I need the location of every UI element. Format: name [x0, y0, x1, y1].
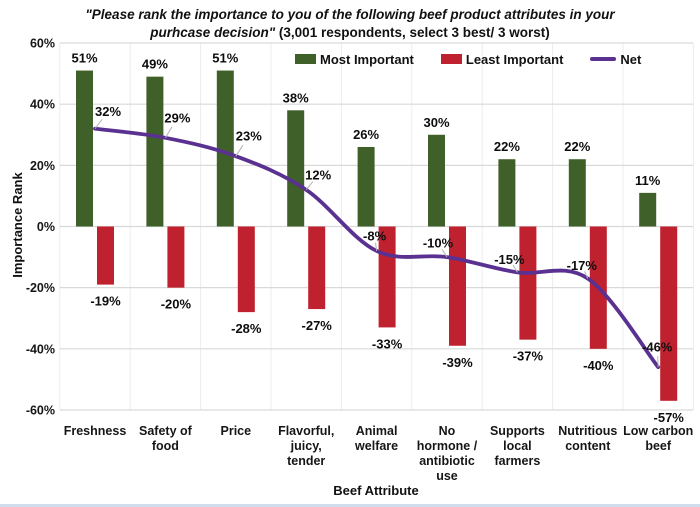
chart-title: "Please rank the importance to you of th… — [55, 6, 645, 42]
bar-value-label-most: 38% — [283, 90, 309, 105]
bar-most-important — [568, 159, 586, 227]
bar-most-important — [428, 134, 445, 227]
net-value-label: -46% — [642, 340, 673, 355]
bar-least-important — [237, 226, 255, 313]
net-value-label: -17% — [567, 258, 598, 273]
x-category-label: Price — [221, 424, 252, 438]
bar-value-label-most: 26% — [353, 127, 379, 142]
y-axis-title: Importance Rank — [10, 172, 25, 278]
legend-label-least-important: Least Important — [465, 51, 564, 67]
bar-value-label-most: 22% — [494, 139, 520, 154]
bar-value-label-most: 51% — [212, 51, 238, 66]
net-value-label: 12% — [305, 167, 331, 182]
x-category-label: Safety of food — [139, 424, 193, 453]
x-axis-title: Beef Attribute — [333, 483, 419, 498]
bar-value-label-least: -19% — [90, 294, 121, 309]
bottom-edge-line — [0, 504, 700, 507]
x-category-label: Supports local farmers — [490, 424, 545, 468]
net-line-swatch-icon — [590, 57, 617, 61]
bar-most-important — [498, 159, 516, 227]
legend-label-net: Net — [620, 51, 642, 67]
legend-item-net: Net — [590, 52, 641, 67]
bar-value-label-most: 49% — [142, 57, 168, 72]
net-value-label: -8% — [363, 228, 387, 243]
bar-most-important — [146, 76, 164, 227]
bar-least-important — [308, 226, 326, 310]
bar-most-important — [357, 146, 375, 227]
bar-least-important — [97, 226, 114, 285]
most-important-swatch-icon — [295, 54, 316, 64]
x-category-label: Animal welfare — [354, 424, 398, 453]
bar-most-important — [216, 70, 234, 227]
net-line — [93, 126, 661, 370]
net-label-leader-line — [441, 249, 448, 258]
bar-most-important — [287, 110, 305, 227]
legend-label-most-important: Most Important — [320, 51, 414, 67]
bar-least-important — [167, 226, 185, 288]
x-category-label: Low carbon beef — [623, 424, 693, 453]
bar-value-label-least: -33% — [372, 336, 403, 351]
bar-value-label-least: -28% — [231, 321, 262, 336]
net-value-label: 32% — [95, 104, 121, 119]
net-label-leader-line — [584, 271, 589, 279]
x-category-label: Flavorful, juicy, tender — [278, 424, 334, 468]
x-category-label: No hormone / antibiotic use — [417, 424, 478, 483]
chart-legend: Most Important Least Important Net — [295, 50, 641, 68]
y-tick-label: 0% — [37, 220, 55, 234]
least-important-swatch-icon — [440, 54, 462, 64]
legend-item-most-important: Most Important — [295, 52, 414, 67]
net-label-leader-line — [94, 118, 103, 129]
net-value-label: -15% — [494, 252, 525, 267]
bar-value-label-least: -27% — [302, 318, 333, 333]
y-tick-label: 60% — [30, 37, 55, 51]
bar-value-label-most: 22% — [564, 139, 590, 154]
chart-title-rest: (3,001 respondents, select 3 best/ 3 wor… — [275, 24, 550, 40]
legend-item-least-important: Least Important — [440, 51, 564, 67]
net-label-leader-line — [512, 264, 518, 273]
net-label-leader-line — [305, 181, 314, 191]
y-tick-label: -60% — [26, 403, 55, 417]
y-tick-label: 20% — [30, 159, 55, 173]
bar-value-label-least: -40% — [583, 358, 614, 373]
y-tick-label: 40% — [30, 98, 55, 112]
bar-least-important — [660, 226, 678, 401]
bar-value-label-most: 30% — [423, 115, 449, 130]
chart-title-quoted: "Please rank the importance to you of th… — [85, 7, 615, 40]
net-label-leader-line — [375, 242, 378, 252]
bar-value-label-least: -39% — [442, 355, 473, 370]
bar-least-important — [519, 226, 537, 340]
net-label-leader-line — [235, 144, 244, 157]
bar-value-label-least: -37% — [513, 349, 544, 364]
bar-value-label-most: 51% — [71, 51, 97, 66]
net-value-label: 23% — [236, 129, 262, 144]
bar-value-label-least: -57% — [654, 410, 685, 425]
net-label-leader-line — [657, 356, 659, 368]
y-tick-label: -40% — [26, 342, 55, 356]
bar-value-label-most: 11% — [635, 173, 661, 188]
bar-most-important — [76, 70, 93, 227]
bar-most-important — [639, 192, 657, 227]
net-label-leader-line — [164, 126, 173, 139]
bar-value-label-least: -20% — [161, 297, 192, 312]
y-tick-label: -20% — [26, 281, 55, 295]
x-category-label: Freshness — [64, 424, 127, 438]
net-value-label: 29% — [164, 110, 190, 125]
x-category-label: Nutritious content — [558, 424, 617, 453]
net-value-label: -10% — [423, 236, 454, 251]
